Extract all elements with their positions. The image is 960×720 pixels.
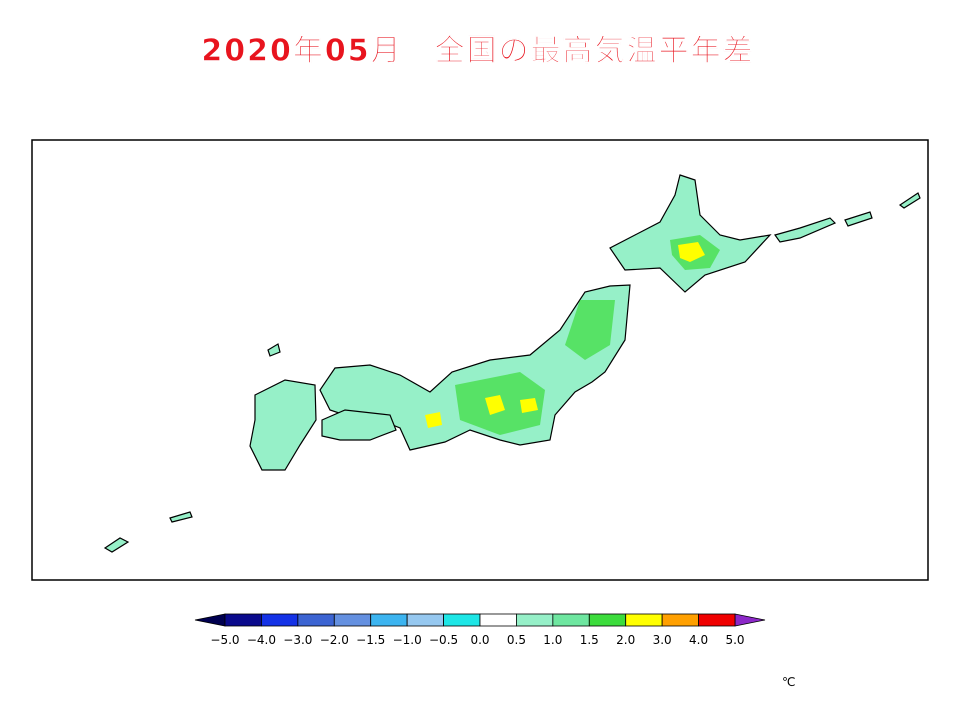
colorbar-tick-label: 0.5 (507, 633, 526, 647)
colorbar-over (734, 613, 766, 627)
colorbar-segment (261, 613, 299, 627)
colorbar-tick-label: −3.0 (283, 633, 312, 647)
map (103, 174, 921, 553)
map-frame (31, 139, 929, 581)
colorbar-segment (625, 613, 663, 627)
colorbar-tick-label: −5.0 (210, 633, 239, 647)
colorbar-tick-label: −1.5 (356, 633, 385, 647)
colorbar-tick-label: 1.0 (543, 633, 562, 647)
colorbar-segment (588, 613, 627, 627)
colorbar-tick-label: 2.0 (616, 633, 635, 647)
colorbar: −5.0 −4.0 −3.0 −2.0 −1.5 −1.0 −0.5 0.0 0.5 1.0 1.5… (194, 613, 766, 647)
colorbar-segment (224, 613, 262, 627)
colorbar-segment (333, 613, 372, 627)
colorbar-segment (479, 613, 517, 627)
colorbar-tick-label: −4.0 (247, 633, 276, 647)
unit-label: ℃ (782, 675, 795, 689)
colorbar-tick-label: −0.5 (429, 633, 458, 647)
colorbar-segment (552, 613, 590, 627)
colorbar-under (194, 613, 226, 627)
colorbar-tick-label: 5.0 (725, 633, 744, 647)
colorbar-segment (698, 613, 736, 627)
colorbar-tick-label: 4.0 (689, 633, 708, 647)
colorbar-segment (370, 613, 408, 627)
colorbar-segment (661, 613, 699, 627)
colorbar-segment (297, 613, 335, 627)
colorbar-tick-label: −2.0 (320, 633, 349, 647)
colorbar-tick-label: 3.0 (653, 633, 672, 647)
colorbar-tick-label: 0.0 (470, 633, 489, 647)
colorbar-segment (443, 613, 481, 627)
colorbar-segment (406, 613, 444, 627)
colorbar-tick-label: 1.5 (580, 633, 599, 647)
title: 2020年05月 全国の最高気温平年差 (201, 34, 754, 69)
colorbar-tick-label: −1.0 (393, 633, 422, 647)
colorbar-segment (516, 613, 554, 627)
